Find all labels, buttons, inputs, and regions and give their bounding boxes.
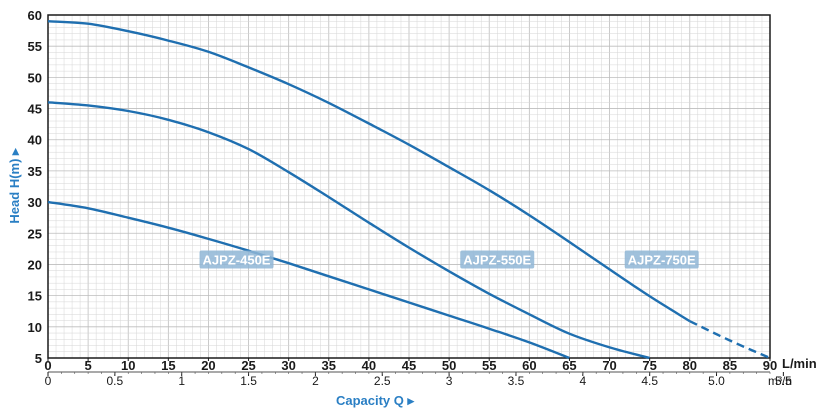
x2-tick-label: 3 <box>446 374 453 388</box>
series-line <box>47 20 691 323</box>
x-tick-label: 40 <box>362 358 376 373</box>
x-tick-label: 75 <box>642 358 656 373</box>
series-label-bg <box>460 250 535 269</box>
x2-axis-unit: m³/h <box>768 374 792 388</box>
y-tick-labels: 5 10 15 20 25 30 35 40 45 50 55 60 <box>28 8 42 366</box>
x2-tick-label: 2.5 <box>374 374 391 388</box>
x2-tick-label: 1.5 <box>240 374 257 388</box>
x2-tick-label: 1 <box>178 374 185 388</box>
x-tick-labels: 0 5 10 15 20 25 30 35 40 45 50 55 60 65 70 75 80 85 90 <box>44 358 777 373</box>
series-label-bg <box>624 250 699 269</box>
x2-tick-label: 5.5 <box>775 374 792 388</box>
series-label: AJPZ-450E <box>203 252 271 267</box>
series-labels: AJPZ-450E AJPZ-550E AJPZ-750E <box>199 250 699 269</box>
y-tick-label: 40 <box>28 133 42 148</box>
x-tick-label: 70 <box>602 358 616 373</box>
series-label-bg <box>199 250 274 269</box>
y-tick-label: 25 <box>28 226 42 241</box>
x-tick-label: 25 <box>241 358 255 373</box>
x2-tick-label: 0.5 <box>107 374 124 388</box>
y-tick-label: 20 <box>28 257 42 272</box>
y-tick-label: 10 <box>28 320 42 335</box>
series-line <box>47 101 651 360</box>
series-line-dashed <box>689 320 771 360</box>
y-tick-label: 45 <box>28 102 42 117</box>
x-tick-label: 60 <box>522 358 536 373</box>
x-tick-label: 35 <box>322 358 336 373</box>
x-tick-label: 55 <box>482 358 496 373</box>
x2-tick-labels: 0 0.5 1 1.5 2 2.5 3 3.5 4 4.5 5.0 5.5 <box>45 371 792 388</box>
grid <box>47 14 771 359</box>
x2-tick-label: 2 <box>312 374 319 388</box>
x-tick-label: 65 <box>562 358 576 373</box>
x-tick-label: 10 <box>121 358 135 373</box>
y-tick-label: 15 <box>28 289 42 304</box>
x-tick-label: 20 <box>201 358 215 373</box>
x2-tick-label: 0 <box>45 374 52 388</box>
x-axis-title: Capacity Q ▸ <box>336 393 416 408</box>
x-tick-label: 50 <box>442 358 456 373</box>
series-label: AJPZ-550E <box>463 252 531 267</box>
x-tick-label: 45 <box>402 358 416 373</box>
curves <box>47 20 771 360</box>
x2-tick-label: 4 <box>579 374 586 388</box>
y-tick-label: 30 <box>28 195 42 210</box>
x-tick-label: 15 <box>161 358 175 373</box>
y-tick-label: 35 <box>28 164 42 179</box>
x-tick-label: 85 <box>723 358 737 373</box>
x2-tick-label: 3.5 <box>508 374 525 388</box>
y-tick-label: 60 <box>28 8 42 23</box>
x-tick-label: 5 <box>84 358 91 373</box>
x-axis-unit: L/min <box>782 356 817 371</box>
series-line <box>47 200 570 360</box>
x2-tick-label: 5.0 <box>708 374 725 388</box>
x-tick-label: 0 <box>44 358 51 373</box>
x-tick-label: 90 <box>763 358 777 373</box>
x-tick-label: 80 <box>683 358 697 373</box>
series-label: AJPZ-750E <box>628 252 696 267</box>
y-tick-label: 55 <box>28 39 42 54</box>
y-tick-label: 50 <box>28 70 42 85</box>
x-tick-label: 30 <box>281 358 295 373</box>
x2-tick-label: 4.5 <box>641 374 658 388</box>
y-tick-label: 5 <box>35 351 42 366</box>
y-axis-title: Head H(m) ▸ <box>7 147 22 224</box>
